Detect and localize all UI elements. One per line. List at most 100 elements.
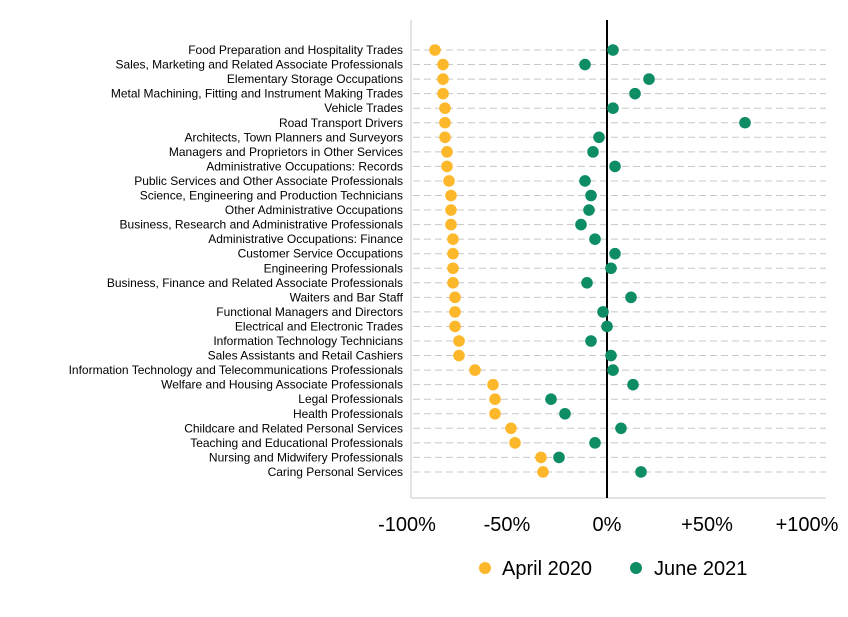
category-label: Customer Service Occupations (238, 247, 403, 261)
gridlines (413, 49, 826, 473)
category-label: Sales, Marketing and Related Associate P… (116, 58, 404, 72)
point-april-2020 (441, 146, 453, 158)
point-april-2020 (449, 320, 461, 333)
category-label: Business, Finance and Related Associate … (107, 276, 403, 290)
point-april-2020 (487, 378, 499, 391)
point-june-2021 (575, 218, 587, 231)
point-june-2021 (597, 306, 609, 318)
category-labels: Food Preparation and Hospitality TradesS… (69, 43, 404, 479)
point-april-2020 (449, 306, 461, 318)
point-june-2021 (607, 44, 619, 56)
category-label: Architects, Town Planners and Surveyors (184, 130, 403, 144)
point-june-2021 (629, 87, 641, 100)
point-june-2021 (609, 247, 621, 260)
category-label: Road Transport Drivers (279, 116, 403, 130)
point-june-2021 (585, 189, 597, 202)
point-april-2020 (445, 218, 457, 231)
category-label: Administrative Occupations: Records (206, 159, 403, 173)
point-april-2020 (505, 422, 517, 435)
point-april-2020 (437, 87, 449, 100)
legend-label: June 2021 (654, 558, 747, 580)
category-label: Nursing and Midwifery Professionals (209, 450, 403, 464)
point-june-2021 (605, 262, 617, 275)
category-label: Public Services and Other Associate Prof… (134, 174, 403, 188)
category-label: Health Professionals (293, 407, 403, 421)
point-june-2021 (739, 116, 751, 129)
point-june-2021 (627, 378, 639, 391)
point-june-2021 (589, 437, 601, 449)
category-label: Science, Engineering and Production Tech… (140, 189, 403, 203)
point-june-2021 (589, 233, 601, 245)
point-april-2020 (437, 73, 449, 85)
point-april-2020 (429, 44, 441, 56)
category-label: Functional Managers and Directors (216, 305, 403, 319)
point-june-2021 (643, 73, 655, 85)
point-june-2021 (583, 204, 595, 216)
category-label: Welfare and Housing Associate Profession… (161, 378, 403, 392)
category-label: Administrative Occupations: Finance (208, 232, 403, 246)
point-april-2020 (509, 437, 521, 449)
category-label: Electrical and Electronic Trades (235, 319, 403, 333)
legend: April 2020 June 2021 (479, 558, 747, 580)
legend-marker (630, 562, 642, 574)
data-points (429, 44, 751, 478)
category-label: Managers and Proprietors in Other Servic… (169, 145, 403, 159)
x-tick-label: -50% (484, 514, 531, 536)
point-april-2020 (447, 277, 459, 289)
category-label: Legal Professionals (298, 392, 403, 406)
point-june-2021 (581, 277, 593, 289)
x-tick-labels: -100% -50% 0% +50% +100% (378, 514, 839, 536)
category-label: Other Administrative Occupations (225, 203, 403, 217)
category-label: Vehicle Trades (324, 101, 403, 115)
point-april-2020 (453, 335, 465, 347)
category-label: Childcare and Related Personal Services (184, 421, 403, 435)
point-june-2021 (585, 335, 597, 347)
point-april-2020 (441, 160, 453, 173)
category-label: Elementary Storage Occupations (227, 72, 403, 86)
point-april-2020 (439, 131, 451, 144)
x-tick-label: +50% (681, 514, 733, 536)
point-april-2020 (445, 204, 457, 216)
point-april-2020 (535, 451, 547, 464)
x-tick-label: -100% (378, 514, 436, 536)
point-june-2021 (579, 175, 591, 187)
legend-marker (479, 562, 491, 574)
point-june-2021 (579, 58, 591, 71)
category-label: Teaching and Educational Professionals (190, 436, 403, 450)
point-june-2021 (609, 160, 621, 173)
point-june-2021 (615, 422, 627, 435)
legend-label: April 2020 (502, 558, 592, 580)
point-june-2021 (601, 320, 613, 333)
point-april-2020 (489, 393, 501, 406)
axes (410, 20, 826, 499)
point-april-2020 (443, 175, 455, 187)
category-label: Business, Research and Administrative Pr… (120, 218, 403, 232)
category-label: Sales Assistants and Retail Cashiers (208, 349, 403, 363)
point-june-2021 (607, 102, 619, 114)
point-april-2020 (447, 262, 459, 275)
point-april-2020 (445, 189, 457, 202)
point-april-2020 (447, 233, 459, 245)
point-april-2020 (439, 116, 451, 129)
point-april-2020 (449, 291, 461, 304)
point-april-2020 (453, 349, 465, 362)
x-tick-label: +100% (776, 514, 839, 536)
point-june-2021 (605, 349, 617, 362)
point-april-2020 (489, 407, 501, 420)
category-label: Waiters and Bar Staff (290, 290, 404, 304)
category-label: Engineering Professionals (264, 261, 403, 275)
x-tick-label: 0% (593, 514, 622, 536)
category-label: Information Technology and Telecommunica… (69, 363, 403, 377)
point-june-2021 (593, 131, 605, 144)
point-june-2021 (635, 466, 647, 478)
point-april-2020 (469, 364, 481, 376)
point-april-2020 (437, 58, 449, 71)
category-label: Caring Personal Services (268, 465, 403, 479)
point-june-2021 (625, 291, 637, 304)
point-june-2021 (553, 451, 565, 464)
point-june-2021 (545, 393, 557, 406)
point-june-2021 (607, 364, 619, 376)
point-april-2020 (537, 466, 549, 478)
